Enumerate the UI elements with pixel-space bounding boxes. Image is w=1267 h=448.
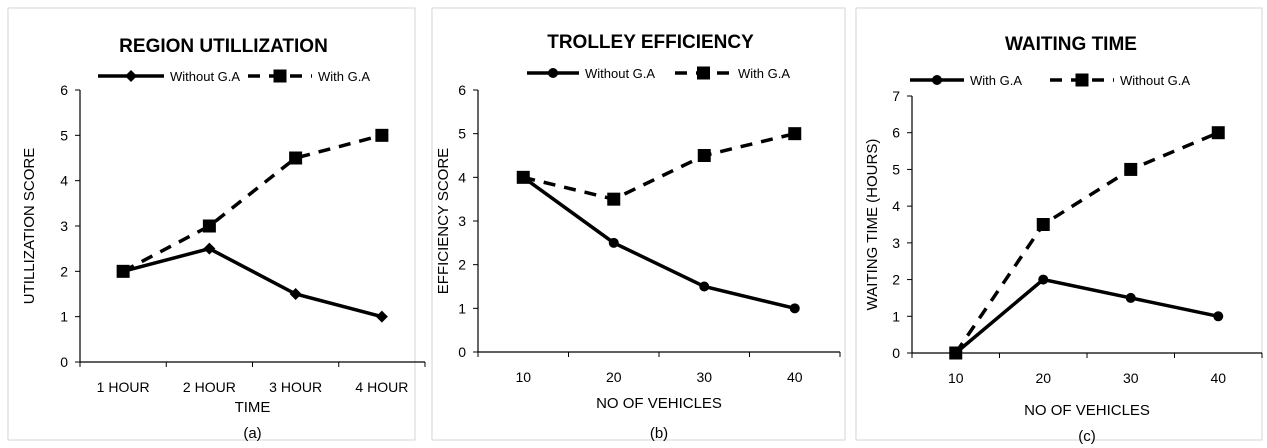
data-point-2 [1036,218,1050,231]
panel-sublabel: (b) [650,425,668,442]
x-tick-label: 30 [696,369,712,385]
series-line-1 [954,277,1219,355]
y-tick-label: 2 [60,263,68,279]
y-tick-label: 6 [60,82,68,98]
panel-sublabel: (c) [1078,428,1096,445]
y-tick-label: 1 [60,309,68,325]
data-point-2 [116,264,130,278]
legend-label-1: Without G.A [170,69,240,84]
legend-label-2: With G.A [738,66,790,81]
x-axis-title: NO OF VEHICLES [596,395,722,412]
data-point-1 [1213,311,1224,322]
y-tick-label: 1 [892,308,900,324]
y-axis-title: WAITING TIME (HOURS) [864,139,881,311]
x-tick-label: 40 [1210,370,1226,386]
chart-panel-3: WAITING TIME 0 1 2 3 4 5 6 7 10 20 30 40 NO OF VEHICL… [855,7,1263,445]
legend-marker-1 [125,70,137,82]
y-axis-title: UTILLIZATION SCORE [21,148,38,304]
data-point-2 [1211,126,1225,140]
data-point-2 [289,151,303,165]
y-tick-label: 1 [458,300,466,316]
series-line-2 [122,133,383,273]
y-tick-label: 4 [892,198,900,214]
chart-title: TROLLEY EFFICIENCY [547,32,754,53]
series-line-2 [522,131,796,202]
x-tick-label: 10 [948,370,964,386]
data-point-1 [1125,292,1136,303]
legend-marker-2 [273,69,287,83]
x-axis-title: NO OF VEHICLES [1024,402,1150,419]
data-point-2 [697,149,711,162]
series-line-1 [522,175,796,311]
panel-frame [431,7,846,441]
y-tick-label: 2 [458,257,466,273]
legend-marker-1 [932,75,942,85]
panel-sublabel: (a) [243,425,261,442]
y-tick-label: 0 [458,344,466,360]
data-point-2 [1124,162,1138,176]
y-tick-label: 6 [892,125,900,141]
y-tick-label: 4 [60,173,68,189]
legend-marker-1 [548,68,558,78]
y-tick-label: 4 [458,169,466,185]
series-line-1 [122,246,383,319]
legend-label-1: With G.A [970,73,1022,88]
data-point-1 [608,237,619,248]
data-point-2 [949,346,963,360]
x-tick-label: 3 HOUR [269,379,322,395]
y-tick-label: 0 [892,345,900,361]
x-tick-label: 10 [515,369,531,385]
y-tick-label: 5 [458,126,466,142]
y-tick-label: 2 [892,272,900,288]
data-point-2 [607,192,621,206]
panel-frame [855,7,1263,441]
chart-title: WAITING TIME [1005,34,1137,55]
x-tick-label: 4 HOUR [355,379,408,395]
x-tick-label: 1 HOUR [97,379,150,395]
chart-panel-2: TROLLEY EFFICIENCY 0 1 2 3 4 5 6 10 20 30 40 NO OF V… [431,7,846,442]
y-tick-label: 7 [892,88,900,104]
chart-panel-1: REGION UTILLIZATION 0 1 2 3 4 5 6 1 HOUR 2 HOUR 3 … [7,7,426,442]
x-axis-title: TIME [235,399,271,416]
data-point-1 [289,288,302,300]
data-point-1 [789,303,800,314]
y-tick-label: 6 [458,82,466,98]
legend-label-2: Without G.A [1120,73,1190,88]
legend-marker-2 [697,66,710,80]
legend-label-2: With G.A [318,69,370,84]
data-point-2 [516,170,530,184]
x-tick-label: 2 HOUR [183,379,236,395]
legend-label-1: Without G.A [585,66,655,81]
x-tick-label: 40 [787,369,803,385]
data-point-2 [788,127,802,141]
y-tick-label: 5 [892,161,900,177]
data-point-2 [375,128,389,142]
x-tick-label: 20 [1035,370,1051,386]
data-point-1 [375,310,388,323]
y-tick-label: 5 [60,127,68,143]
y-tick-label: 0 [60,354,68,370]
y-tick-label: 3 [458,213,466,229]
data-point-2 [202,219,216,233]
y-tick-label: 3 [60,218,68,234]
data-point-1 [203,242,216,255]
x-tick-label: 30 [1123,370,1139,386]
legend-marker-2 [1075,73,1089,87]
data-point-1 [699,281,710,292]
x-tick-label: 20 [606,369,622,385]
chart-title: REGION UTILLIZATION [119,36,328,57]
data-point-1 [1038,274,1049,285]
y-tick-label: 3 [892,235,900,251]
y-axis-title: EFFICIENCY SCORE [435,148,452,294]
